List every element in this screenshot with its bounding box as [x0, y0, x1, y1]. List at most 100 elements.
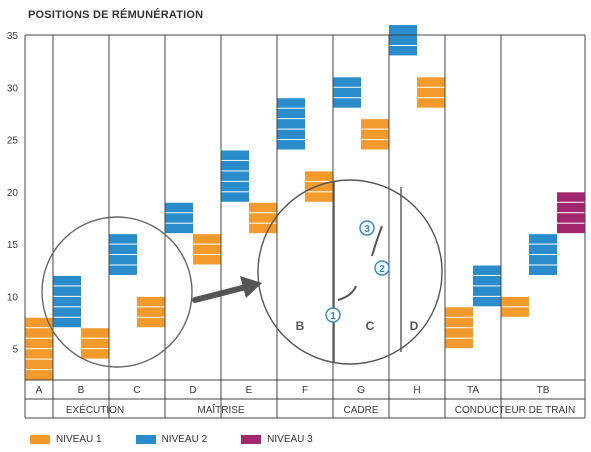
bar-tb-niveau1 [501, 296, 529, 307]
bar-c-niveau1 [137, 317, 165, 328]
bar-a-niveau1 [25, 338, 53, 349]
legend-label-niveau2: NIVEAU 2 [161, 434, 208, 445]
y-tick-label: 35 [7, 31, 19, 42]
group-label: EXÉCUTION [66, 403, 124, 416]
bar-a-niveau1 [25, 359, 53, 370]
bar-g-niveau1 [361, 129, 389, 140]
bar-b-niveau1 [81, 338, 109, 349]
bar-d-niveau1 [193, 234, 221, 244]
legend-label-niveau3: NIVEAU 3 [267, 434, 313, 445]
legend-item-niveau2: NIVEAU 2 [135, 434, 208, 445]
zoom-letter: B [296, 319, 305, 333]
zoom-step-arrow-icon [337, 285, 357, 301]
bar-c-niveau1 [137, 296, 165, 307]
x-tick-label: TB [537, 385, 550, 396]
group-label: MAÎTRISE [197, 403, 245, 416]
x-tick-label: C [133, 385, 140, 396]
legend-swatch-niveau1 [30, 435, 50, 444]
bar-b-niveau2 [53, 307, 81, 317]
legend-label-niveau1: NIVEAU 1 [56, 434, 102, 445]
bar-h-niveau2 [389, 35, 417, 45]
bar-d-niveau2 [165, 213, 193, 223]
zoom-marker-circle [359, 220, 375, 236]
bar-a-niveau1 [25, 349, 53, 359]
bar-c-niveau2 [109, 234, 137, 244]
zoom-marker-circle [325, 307, 341, 323]
bar-g-niveau1 [361, 119, 389, 129]
bar-h-niveau1 [417, 77, 445, 87]
y-tick-label: 10 [7, 292, 19, 303]
bar-a-niveau1 [25, 317, 53, 328]
bar-tb-niveau3 [557, 192, 585, 202]
x-tick-label: E [246, 385, 253, 396]
bar-f-niveau2 [277, 129, 305, 140]
bar-h-niveau2 [389, 25, 417, 35]
bar-f-niveau2 [277, 140, 305, 150]
legend-swatch-niveau3 [241, 435, 262, 444]
x-tick-label: TA [467, 385, 479, 396]
zoom-arrow-icon [192, 284, 249, 303]
bar-e-niveau1 [249, 223, 277, 234]
group-label: CADRE [343, 405, 378, 416]
x-tick-label: A [36, 385, 43, 396]
zoom-circle-small [41, 216, 193, 368]
zoom-letter: C [366, 319, 375, 333]
x-tick-label: B [78, 385, 85, 396]
bar-tb-niveau3 [557, 202, 585, 213]
chart-title: POSITIONS DE RÉMUNÉRATION [28, 9, 204, 21]
legend-swatch-niveau2 [135, 435, 156, 444]
bar-h-niveau1 [417, 98, 445, 108]
x-tick-label: G [357, 385, 365, 396]
bar-d-niveau1 [193, 244, 221, 255]
y-tick-label: 30 [7, 83, 19, 94]
y-tick-label: 20 [7, 188, 19, 199]
bar-g-niveau2 [333, 87, 361, 98]
bar-tb-niveau2 [529, 244, 557, 255]
bar-ta-niveau2 [473, 286, 501, 296]
zoom-marker-label: 1 [330, 311, 336, 322]
legend-item-niveau1: NIVEAU 1 [30, 434, 102, 445]
group-label: CONDUCTEUR DE TRAIN [455, 405, 575, 416]
bar-g-niveau2 [333, 98, 361, 108]
bar-a-niveau1 [25, 370, 53, 380]
x-tick-label: D [189, 385, 196, 396]
legend: NIVEAU 1 NIVEAU 2 NIVEAU 3 [30, 434, 313, 445]
bar-b-niveau2 [53, 296, 81, 307]
bar-f-niveau1 [305, 192, 333, 202]
bar-g-niveau2 [333, 77, 361, 87]
bar-b-niveau1 [81, 349, 109, 359]
bar-c-niveau2 [109, 244, 137, 255]
bar-f-niveau1 [305, 171, 333, 181]
zoom-marker-label: 3 [364, 224, 370, 235]
bar-ta-niveau2 [473, 296, 501, 307]
zoom-marker-label: 2 [379, 264, 385, 275]
bar-tb-niveau1 [501, 307, 529, 317]
bar-e-niveau2 [221, 160, 249, 171]
bar-c-niveau1 [137, 307, 165, 317]
bar-b-niveau2 [53, 275, 81, 286]
y-tick-label: 25 [7, 136, 19, 147]
bar-ta-niveau1 [445, 317, 473, 328]
y-tick-label: 5 [12, 345, 18, 356]
legend-item-niveau3: NIVEAU 3 [241, 434, 313, 445]
bar-tb-niveau2 [529, 255, 557, 265]
bar-ta-niveau2 [473, 265, 501, 275]
bar-ta-niveau2 [473, 275, 501, 286]
bar-e-niveau2 [221, 171, 249, 181]
bar-d-niveau1 [193, 255, 221, 265]
bar-e-niveau2 [221, 192, 249, 202]
zoom-arrow-head-icon [240, 276, 262, 298]
bar-e-niveau1 [249, 202, 277, 213]
bar-e-niveau2 [221, 150, 249, 160]
bar-tb-niveau2 [529, 234, 557, 244]
bar-h-niveau1 [417, 87, 445, 98]
zoom-marker-circle [374, 260, 390, 276]
x-tick-label: H [413, 385, 420, 396]
zoom-letter: D [410, 319, 419, 333]
bar-g-niveau1 [361, 140, 389, 150]
x-tick-label: F [302, 385, 308, 396]
bar-ta-niveau1 [445, 338, 473, 349]
bar-b-niveau2 [53, 286, 81, 296]
bar-e-niveau2 [221, 181, 249, 192]
y-tick-label: 15 [7, 240, 19, 251]
